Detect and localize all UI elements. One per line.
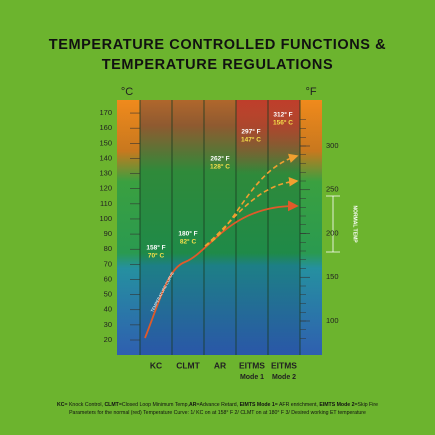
fahrenheit-unit: °F: [305, 86, 316, 98]
point-c: 128° C: [210, 163, 230, 171]
point-c: 156° C: [273, 119, 293, 127]
normal-bracket: [326, 195, 340, 253]
footnote-segment: Parameters for the normal (red) Temperat…: [69, 410, 366, 416]
footnote-segment: KC: [57, 402, 65, 408]
fahrenheit-tick-label: 200: [326, 228, 339, 237]
footnote-line: KC= Knock Control, CLMT=Closed Loop Mini…: [57, 402, 378, 408]
fahrenheit-tick-label: 100: [326, 316, 339, 325]
celsius-tick-label: 40: [104, 305, 112, 314]
fahrenheit-tick-label: 300: [326, 141, 339, 150]
fahrenheit-scale: [300, 100, 322, 355]
celsius-tick-label: 150: [99, 138, 112, 147]
point-f: 180° F: [178, 230, 197, 238]
point-c: 147° C: [241, 136, 261, 144]
point-c: 82° C: [180, 238, 197, 246]
celsius-tick-label: 110: [100, 199, 112, 208]
celsius-tick-label: 20: [104, 335, 112, 344]
celsius-tick-label: 90: [104, 229, 112, 238]
point-f: 262° F: [210, 155, 229, 163]
normal-temp: NORMAL TEMP: [352, 205, 358, 243]
footnote-segment: AR: [189, 402, 197, 408]
footnote-segment: CLMT: [104, 402, 119, 408]
column-label: EITMS: [271, 360, 297, 370]
column-label: KC: [150, 360, 162, 370]
temperature-curve: [144, 200, 299, 339]
celsius-unit: °C: [121, 86, 133, 98]
high-curve: [204, 153, 299, 247]
point-f: 158° F: [146, 244, 165, 252]
celsius-tick-label: 80: [104, 244, 112, 253]
fahrenheit-tick-label: 150: [326, 272, 339, 281]
high-curve: [204, 176, 299, 247]
celsius-tick-label: 70: [104, 259, 112, 268]
point-c: 70° C: [148, 252, 165, 260]
celsius-tick-label: 100: [99, 214, 112, 223]
footnote-segment: =Skip Fire: [354, 402, 378, 408]
footnote-segment: EIMTS Mode 2: [319, 402, 354, 408]
column-label: Mode 2: [272, 374, 296, 381]
footnote-segment: =Advance Retard,: [196, 402, 239, 408]
celsius-tick-label: 120: [99, 184, 112, 193]
footnote-line: Parameters for the normal (red) Temperat…: [69, 410, 366, 416]
column-label: AR: [214, 360, 226, 370]
fahrenheit-tick-label: 250: [326, 185, 339, 194]
title-line: TEMPERATURE REGULATIONS: [102, 57, 334, 73]
title-line: TEMPERATURE CONTROLLED FUNCTIONS &: [49, 37, 387, 53]
celsius-tick-label: 170: [99, 108, 112, 117]
point-f: 297° F: [241, 128, 260, 136]
celsius-tick-label: 130: [99, 169, 112, 178]
celsius-tick-label: 60: [104, 274, 112, 283]
footnote-segment: = AFR enrichment,: [275, 402, 320, 408]
celsius-scale: [117, 100, 140, 355]
point-f: 312° F: [273, 111, 292, 119]
footnote-segment: EIMTS Mode 1: [240, 402, 275, 408]
footnote-segment: =Closed Loop Minimum Temp,: [119, 402, 189, 408]
celsius-tick-label: 140: [99, 153, 112, 162]
column-label: EITMS: [239, 360, 265, 370]
celsius-tick-label: 30: [104, 320, 112, 329]
column-label: Mode 1: [240, 374, 264, 381]
footnote-segment: = Knock Control,: [65, 402, 105, 408]
column-label: CLMT: [176, 360, 200, 370]
celsius-tick-label: 160: [99, 123, 112, 132]
celsius-tick-label: 50: [104, 290, 112, 299]
